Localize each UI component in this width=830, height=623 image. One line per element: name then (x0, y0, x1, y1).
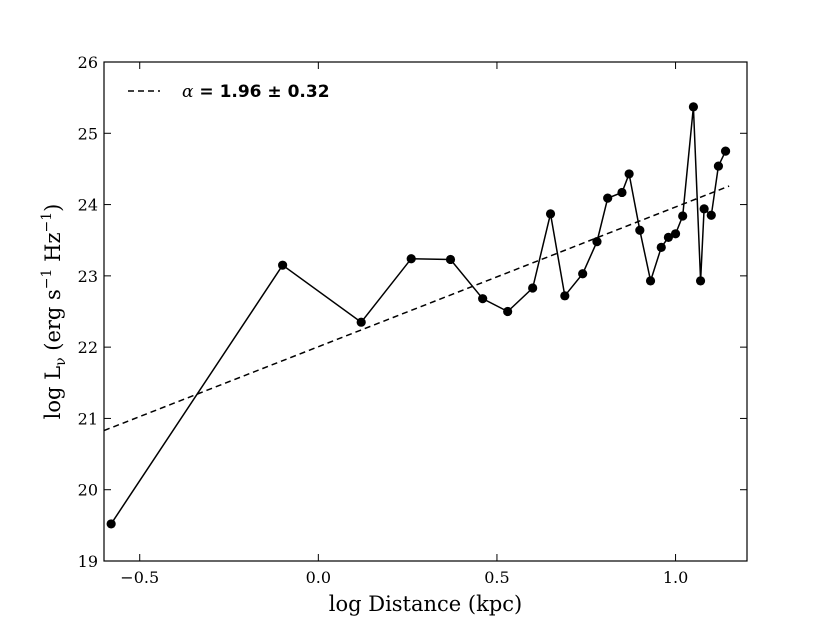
data-point (278, 261, 287, 270)
data-point (503, 307, 512, 316)
data-point (578, 269, 587, 278)
y-tick-label: 22 (78, 338, 98, 357)
y-tick-label: 24 (78, 196, 98, 215)
y-label-units-open: (erg s (41, 289, 65, 357)
y-tick-label: 26 (78, 53, 98, 72)
data-point (696, 276, 705, 285)
y-tick-label: 19 (78, 552, 98, 571)
data-point (560, 291, 569, 300)
data-point (646, 276, 655, 285)
y-label-main: log L (41, 366, 65, 419)
data-point (478, 294, 487, 303)
data-point (625, 169, 634, 178)
y-label-superscript-2: −1 (39, 212, 55, 233)
y-tick-label: 25 (78, 124, 98, 143)
data-series-layer (107, 102, 731, 528)
plot-frame (104, 62, 747, 561)
y-axis-label: log Lν (erg s−1 Hz−1) (39, 204, 69, 420)
data-point (671, 229, 680, 238)
data-point (678, 211, 687, 220)
data-point (603, 194, 612, 203)
x-tick-label: 0.0 (306, 568, 331, 587)
data-point (617, 188, 626, 197)
x-tick-label: 1.0 (663, 568, 688, 587)
y-label-subscript: ν (53, 357, 69, 366)
data-point (357, 318, 366, 327)
y-label-units-mid: Hz (41, 232, 65, 268)
data-point (689, 102, 698, 111)
y-tick-label: 20 (78, 481, 98, 500)
y-label-units-close: ) (41, 204, 65, 212)
axis-ticks-layer: −0.5 0.0 0.5 1.0 19 20 21 22 23 24 25 26 (78, 53, 747, 587)
y-tick-label: 21 (78, 409, 98, 428)
data-point (107, 519, 116, 528)
y-tick-label: 23 (78, 267, 98, 286)
data-point (592, 237, 601, 246)
legend-fit-label: α = 1.96 ± 0.32 (182, 82, 330, 102)
legend: α = 1.96 ± 0.32 (128, 82, 330, 102)
y-label-superscript-1: −1 (39, 269, 55, 290)
x-axis-label: log Distance (kpc) (329, 592, 522, 616)
data-series-line (111, 107, 726, 524)
scatter-line-chart: −0.5 0.0 0.5 1.0 19 20 21 22 23 24 25 26 α = 1.96 ±… (0, 0, 830, 623)
data-point (446, 255, 455, 264)
x-tick-label: −0.5 (120, 568, 159, 587)
plot-frame-layer (104, 62, 747, 561)
data-point (657, 243, 666, 252)
data-point (700, 204, 709, 213)
data-point (721, 147, 730, 156)
legend-fit-value: = 1.96 ± 0.32 (193, 82, 329, 102)
data-point (546, 209, 555, 218)
data-point (528, 283, 537, 292)
x-tick-label: 0.5 (484, 568, 509, 587)
data-point (635, 226, 644, 235)
data-point (407, 254, 416, 263)
data-point (707, 211, 716, 220)
legend-alpha-symbol: α (182, 82, 194, 102)
data-point (714, 161, 723, 170)
